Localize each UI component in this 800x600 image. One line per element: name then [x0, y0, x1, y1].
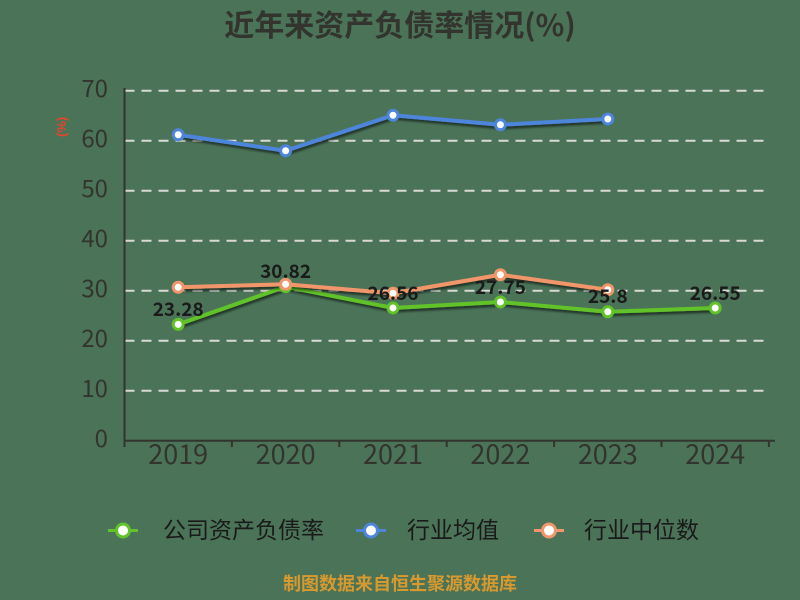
svg-text:公司资产负债率: 公司资产负债率 [163, 511, 324, 545]
svg-text:26.55: 26.55 [690, 279, 741, 306]
svg-text:行业均值: 行业均值 [407, 511, 499, 545]
svg-text:20: 20 [81, 319, 108, 354]
svg-text:70: 70 [81, 69, 108, 104]
svg-text:26.56: 26.56 [367, 279, 418, 306]
svg-text:60: 60 [81, 119, 108, 154]
svg-text:30.82: 30.82 [260, 257, 311, 284]
svg-text:2020: 2020 [256, 433, 316, 472]
svg-text:2024: 2024 [685, 433, 745, 472]
svg-text:30: 30 [81, 269, 108, 304]
svg-text:25.8: 25.8 [588, 282, 628, 309]
svg-text:行业中位数: 行业中位数 [584, 511, 699, 545]
svg-text:2023: 2023 [578, 433, 638, 472]
svg-text:50: 50 [81, 169, 108, 204]
svg-text:0: 0 [95, 419, 108, 454]
svg-text:23.28: 23.28 [153, 295, 204, 322]
svg-text:2019: 2019 [148, 433, 208, 472]
svg-text:2022: 2022 [470, 433, 530, 472]
svg-text:27.75: 27.75 [475, 273, 526, 300]
svg-text:10: 10 [81, 369, 108, 404]
svg-text:40: 40 [81, 219, 108, 254]
svg-text:2021: 2021 [363, 433, 423, 472]
